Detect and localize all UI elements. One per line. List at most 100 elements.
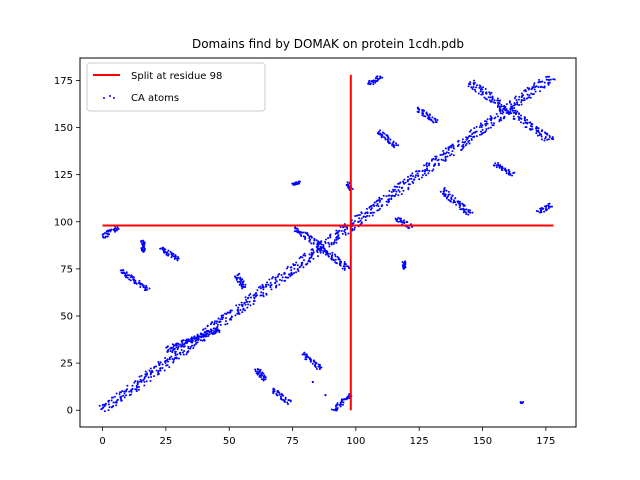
- ca-atom-point: [377, 199, 380, 202]
- ca-atom-point: [283, 400, 286, 403]
- ca-atom-point: [376, 75, 379, 78]
- ca-atom-point: [444, 155, 447, 158]
- ca-atom-point: [320, 240, 323, 243]
- ca-atom-point: [302, 231, 305, 234]
- ca-atom-point: [278, 273, 281, 276]
- ca-atom-point: [284, 398, 287, 401]
- ca-atom-point: [351, 187, 354, 190]
- ca-atom-point: [254, 370, 257, 373]
- ca-atom-point: [110, 228, 113, 231]
- ca-atom-point: [450, 153, 453, 156]
- ca-atom-point: [528, 96, 531, 99]
- ca-atom-point: [144, 375, 147, 378]
- ca-atom-point: [540, 138, 543, 141]
- ca-atom-point: [316, 248, 319, 251]
- ca-atom-point: [128, 278, 131, 281]
- ca-atom-point: [377, 132, 380, 135]
- ca-atom-point: [442, 152, 445, 155]
- ca-atom-point: [274, 276, 277, 279]
- ca-atom-point: [548, 81, 551, 84]
- ca-atom-point: [284, 396, 287, 399]
- ca-atom-point: [437, 158, 440, 161]
- ca-atom-point: [488, 99, 491, 102]
- ca-atom-point: [498, 166, 501, 169]
- legend-ca-swatch-dot: [103, 97, 105, 99]
- ca-atom-point: [115, 404, 118, 407]
- ca-atom-point: [214, 329, 217, 332]
- ca-atom-point: [449, 154, 452, 157]
- ca-atom-point: [473, 135, 476, 138]
- ca-atom-point: [291, 273, 294, 276]
- ca-atom-point: [429, 113, 432, 116]
- ca-atom-point: [230, 315, 233, 318]
- ca-atom-point: [164, 248, 167, 251]
- ca-atom-point: [330, 243, 333, 246]
- ca-atom-point: [514, 109, 517, 112]
- ca-atom-point: [244, 283, 247, 286]
- ca-atom-point: [129, 276, 132, 279]
- ca-atom-point: [334, 255, 337, 258]
- ca-atom-point: [392, 141, 395, 144]
- ca-atom-point: [278, 391, 281, 394]
- ca-atom-point: [302, 254, 305, 257]
- ca-atom-point: [177, 357, 180, 360]
- ca-atom-point: [187, 350, 190, 353]
- ca-atom-point: [208, 330, 211, 333]
- ca-atom-point: [272, 392, 275, 395]
- ca-atom-point: [257, 286, 260, 289]
- ca-atom-point: [319, 251, 322, 254]
- ca-atom-point: [295, 261, 298, 264]
- ca-atom-point: [125, 394, 128, 397]
- ca-atom-point: [407, 175, 410, 178]
- ca-atom-point: [289, 275, 292, 278]
- ca-atom-point: [258, 375, 261, 378]
- ca-atom-point: [229, 317, 232, 320]
- ca-atom-point: [499, 112, 502, 115]
- ca-atom-point: [496, 97, 499, 100]
- ca-atom-point: [431, 116, 434, 119]
- ca-atom-point: [369, 208, 372, 211]
- ca-atom-point: [523, 117, 526, 120]
- ca-atom-point: [368, 214, 371, 217]
- ca-atom-point: [123, 392, 126, 395]
- ca-atom-point: [406, 221, 409, 224]
- ca-atom-point: [511, 105, 514, 108]
- ca-atom-point: [533, 84, 536, 87]
- ca-atom-point: [201, 339, 204, 342]
- ca-atom-point: [204, 327, 207, 330]
- x-tick-label: 75: [286, 436, 299, 447]
- ca-atom-point: [341, 267, 344, 270]
- ca-atom-point: [360, 217, 363, 220]
- ca-atom-point: [522, 94, 525, 97]
- ca-atom-point: [164, 251, 167, 254]
- ca-atom-point: [237, 306, 240, 309]
- ca-atom-point: [512, 115, 515, 118]
- ca-atom-point: [268, 278, 271, 281]
- ca-atom-point: [309, 260, 312, 263]
- ca-atom-point: [385, 200, 388, 203]
- ca-atom-point: [149, 380, 152, 383]
- ca-atom-point: [348, 393, 351, 396]
- ca-atom-point: [452, 147, 455, 150]
- ca-atom-point: [520, 117, 523, 120]
- ca-atom-point: [553, 78, 556, 81]
- ca-atom-point: [214, 327, 217, 330]
- ca-atom-point: [485, 98, 488, 101]
- ca-atom-point: [303, 252, 306, 255]
- ca-atom-point: [464, 140, 467, 143]
- ca-atom-point: [515, 99, 518, 102]
- ca-atom-point: [397, 189, 400, 192]
- ca-atom-point: [513, 107, 516, 110]
- ca-atom-point: [493, 99, 496, 102]
- ca-atom-point: [301, 261, 304, 264]
- ca-atom-point: [374, 81, 377, 84]
- ca-atom-point: [378, 196, 381, 199]
- ca-atom-point: [480, 87, 483, 90]
- ca-atom-point: [532, 93, 535, 96]
- ca-atom-point: [481, 93, 484, 96]
- ca-atom-point: [324, 253, 327, 256]
- ca-atom-point: [388, 198, 391, 200]
- ca-atom-point: [331, 251, 334, 254]
- ca-atom-point: [379, 75, 382, 78]
- ca-atom-point: [537, 131, 540, 134]
